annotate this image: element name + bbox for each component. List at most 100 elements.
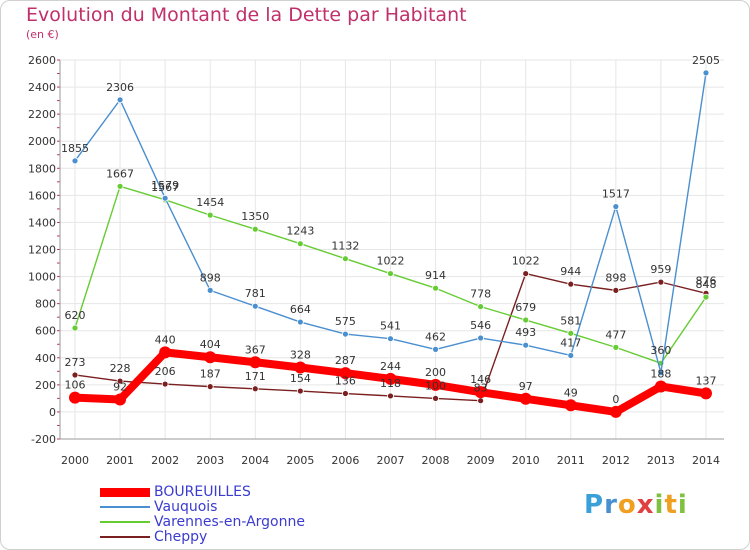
data-label: 679 — [515, 301, 536, 314]
data-label: 575 — [335, 315, 356, 328]
legend-label: Cheppy — [154, 529, 208, 545]
data-label: 2306 — [106, 81, 134, 94]
x-tick-label: 2005 — [286, 454, 314, 467]
data-label: 83 — [474, 382, 488, 395]
legend-swatch — [100, 487, 150, 497]
data-point — [654, 380, 667, 393]
data-label: 914 — [425, 269, 446, 282]
data-point — [657, 278, 665, 286]
data-label: 188 — [650, 367, 671, 380]
data-point — [477, 334, 485, 342]
data-point — [294, 361, 307, 374]
data-point — [342, 390, 349, 397]
x-tick-label: 2010 — [512, 454, 540, 467]
data-point — [296, 387, 304, 395]
data-label: 206 — [155, 365, 176, 378]
y-tick-label: 400 — [35, 352, 56, 365]
data-point — [477, 397, 485, 405]
data-point — [432, 284, 439, 292]
x-tick-label: 2002 — [151, 454, 179, 467]
data-label: 200 — [425, 366, 446, 379]
data-label: 287 — [335, 354, 356, 367]
data-point — [251, 385, 259, 393]
y-tick-label: 600 — [35, 325, 56, 338]
data-point — [567, 352, 575, 359]
data-label: 778 — [470, 288, 491, 301]
data-point — [384, 372, 397, 385]
data-point — [432, 394, 439, 402]
x-tick-label: 2000 — [61, 454, 89, 467]
data-point — [522, 341, 530, 349]
data-point — [249, 356, 262, 369]
data-label: 100 — [425, 379, 446, 392]
data-point — [519, 392, 532, 405]
data-point — [296, 318, 304, 326]
data-label: 462 — [425, 330, 446, 343]
data-label: 898 — [200, 271, 221, 284]
legend-label: Varennes-en-Argonne — [154, 514, 305, 530]
x-tick-label: 2014 — [692, 454, 720, 467]
data-point — [609, 405, 622, 418]
data-label: 404 — [200, 338, 221, 351]
legend-label: BOUREUILLES — [154, 484, 251, 500]
data-label: 367 — [245, 343, 266, 356]
data-label: 1454 — [196, 196, 224, 209]
data-label: 664 — [290, 303, 311, 316]
data-label: 541 — [380, 320, 401, 333]
data-label: 848 — [695, 278, 716, 291]
data-point — [69, 391, 81, 404]
chart-title: Evolution du Montant de la Dette par Hab… — [26, 4, 467, 26]
data-label: 171 — [245, 370, 266, 383]
data-label: 92 — [113, 380, 127, 393]
data-point — [387, 270, 394, 277]
x-tick-label: 2012 — [602, 454, 630, 467]
data-point — [296, 240, 304, 248]
x-tick-label: 2003 — [196, 454, 224, 467]
y-tick-label: 1800 — [28, 162, 56, 175]
data-label: 136 — [335, 375, 356, 388]
y-tick-label: 1400 — [28, 216, 56, 229]
data-label: 106 — [65, 379, 86, 392]
data-point — [567, 329, 575, 337]
legend-swatch — [100, 536, 150, 538]
data-label: 0 — [612, 393, 619, 406]
data-point — [477, 303, 485, 311]
data-point — [204, 351, 217, 364]
data-label: 1567 — [151, 181, 179, 194]
y-tick-label: 0 — [49, 406, 56, 419]
legend-item-vauquois: Vauquois — [100, 499, 217, 515]
data-point — [432, 345, 439, 353]
data-point — [564, 399, 577, 412]
x-tick-label: 2007 — [376, 454, 404, 467]
data-label: 1855 — [61, 142, 89, 155]
legend-swatch — [100, 506, 150, 508]
data-point — [474, 386, 487, 399]
data-label: 1243 — [286, 225, 314, 238]
y-tick-label: 2600 — [28, 54, 56, 67]
data-point — [161, 194, 169, 202]
data-point — [206, 383, 214, 391]
data-point — [342, 330, 349, 338]
x-tick-label: 2001 — [106, 454, 134, 467]
data-point — [699, 387, 712, 400]
data-point — [342, 255, 349, 263]
data-label: 1132 — [331, 240, 359, 253]
data-point — [702, 69, 710, 77]
data-label: 137 — [695, 374, 716, 387]
data-label: 49 — [564, 386, 578, 399]
legend-item-cheppy: Cheppy — [100, 529, 207, 545]
data-point — [114, 393, 127, 406]
data-point — [159, 346, 172, 359]
y-tick-label: 2000 — [28, 135, 56, 148]
x-tick-label: 2011 — [557, 454, 585, 467]
data-label: 898 — [605, 271, 626, 284]
data-label: 2505 — [692, 54, 720, 67]
data-point — [657, 369, 665, 377]
legend-swatch — [100, 521, 150, 523]
x-tick-label: 2013 — [647, 454, 675, 467]
data-label: 781 — [245, 287, 266, 300]
data-label: 154 — [290, 372, 311, 385]
data-label: 620 — [65, 309, 86, 322]
x-tick-label: 2006 — [331, 454, 359, 467]
